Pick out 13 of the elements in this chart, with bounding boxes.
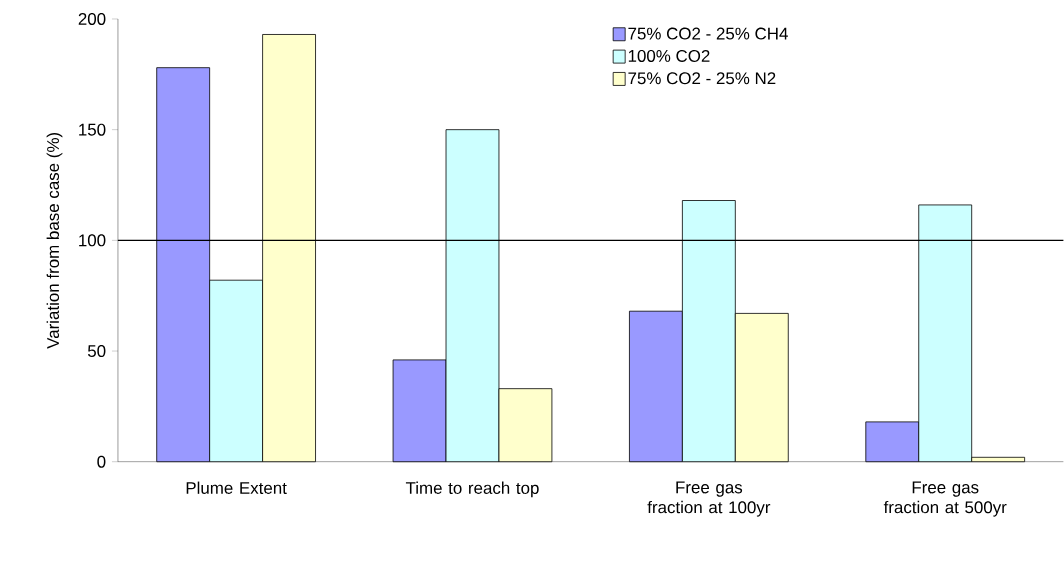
x-tick-label: Time to reach top <box>405 481 539 498</box>
legend-label: 75% CO2 - 25% CH4 <box>628 27 788 40</box>
y-tick-label: 100 <box>79 234 106 247</box>
y-axis-title: Variation from base case (%) <box>46 133 63 349</box>
x-tick-label: Plume Extent <box>186 481 287 495</box>
legend-label: 75% CO2 - 25% N2 <box>628 72 776 85</box>
y-tick-label: 50 <box>87 345 106 358</box>
y-tick-label: 0 <box>97 455 106 468</box>
legend-label: 100% CO2 <box>628 50 710 63</box>
x-tick-label: Free gas fraction at 100yr <box>647 481 771 517</box>
y-tick-label: 200 <box>78 13 106 26</box>
y-tick-label: 150 <box>79 123 106 136</box>
x-tick-label: Free gas fraction at 500yr <box>883 481 1007 517</box>
